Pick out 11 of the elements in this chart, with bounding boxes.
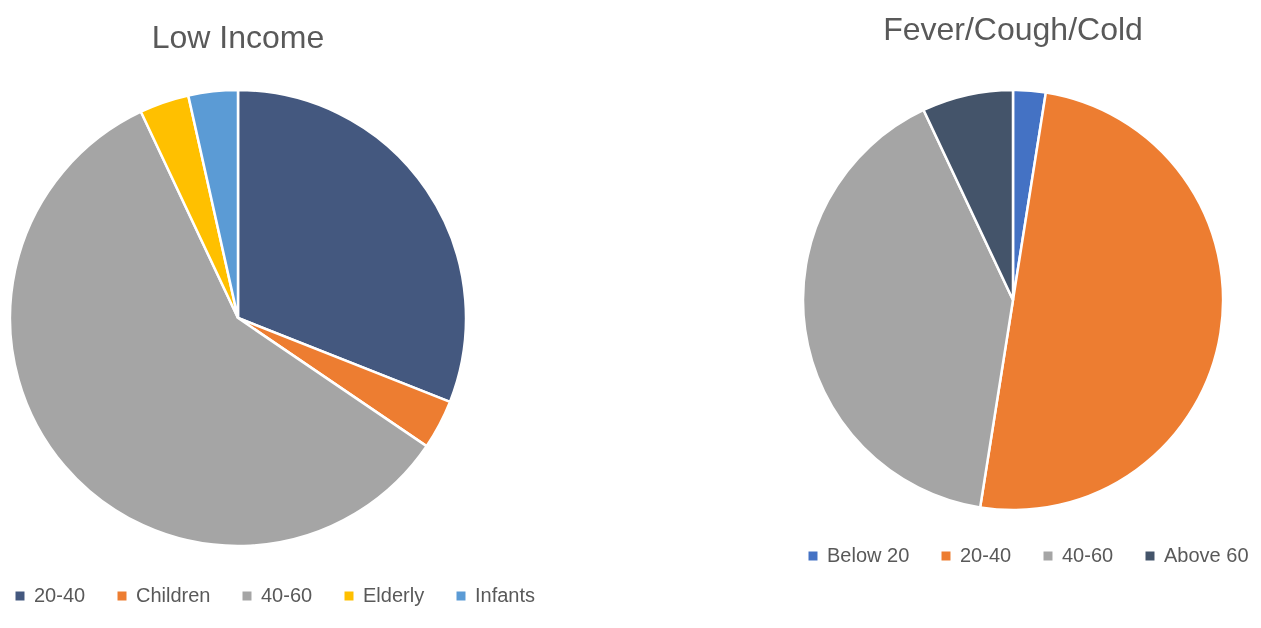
legend-label: 40-60 (1062, 544, 1114, 566)
legend-label: Elderly (363, 584, 425, 606)
legend-label: Infants (475, 584, 536, 606)
legend-label: Children (136, 584, 211, 606)
legend-label: Below 20 (827, 544, 910, 566)
legend-label: Above 60 (1164, 544, 1249, 566)
legend-label: 20-40 (34, 584, 86, 606)
chart-title: Low Income (151, 19, 325, 55)
legend-label: 40-60 (261, 584, 313, 606)
legend-label: 20-40 (960, 544, 1012, 566)
chart-title: Fever/Cough/Cold (883, 11, 1143, 47)
